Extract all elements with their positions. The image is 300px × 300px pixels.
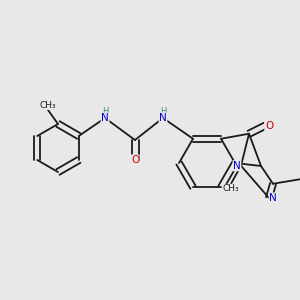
Text: H: H [160,106,166,116]
Text: CH₃: CH₃ [40,100,56,109]
Text: N: N [269,193,277,203]
Text: O: O [131,155,139,165]
Text: N: N [159,113,167,123]
Text: CH₃: CH₃ [223,184,239,193]
Text: N: N [101,113,109,123]
Text: O: O [265,121,273,131]
Text: H: H [102,106,108,116]
Text: N: N [233,161,241,171]
